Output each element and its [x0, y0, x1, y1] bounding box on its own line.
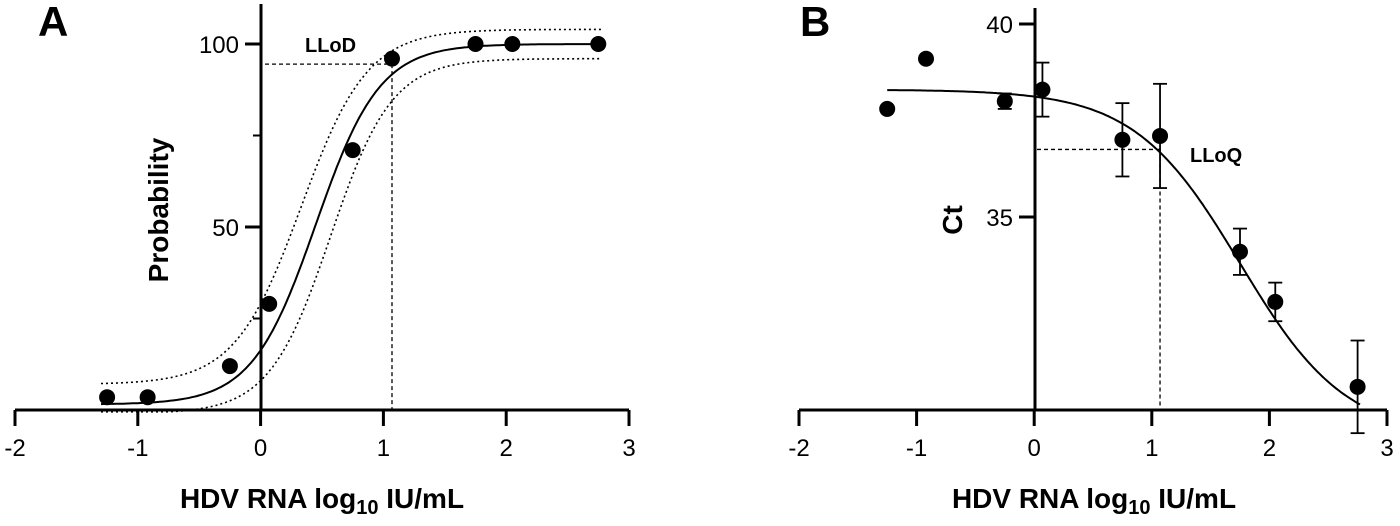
panel-a-x-title-sub: 10 — [356, 497, 378, 519]
panel-a-y-tick-label: 50 — [212, 215, 239, 242]
panel-a-x-tick-label: 1 — [377, 435, 390, 462]
panel-a-x-title-tail: IU/mL — [378, 483, 464, 514]
panel-b-fit-curve — [887, 89, 1361, 406]
panel-b-x-tick-label: 3 — [1380, 435, 1393, 462]
panel-b-x-tick-label: -1 — [906, 435, 927, 462]
panel-a-letter: A — [38, 0, 68, 45]
panel-a-lower-ci-band — [101, 57, 602, 413]
panel-b-y-tick-label: 35 — [986, 205, 1013, 232]
panel-b-lloq-label: LLoQ — [1190, 145, 1242, 167]
panel-a-data-point — [467, 36, 484, 52]
panel-b-chart: Ct HDV RNA log10 IU/mL LLoQ -2 -1 0 1 2 3 35 40 — [788, 8, 1394, 519]
panel-a-data-point — [221, 358, 238, 375]
panel-a-data-point — [261, 295, 278, 312]
panel-a-x-tick-label: 3 — [622, 435, 635, 462]
panel-b-data-point — [1114, 131, 1131, 148]
panel-a-chart: Probability HDV RNA log10 IU/mL LLoD -2-… — [4, 4, 636, 519]
panel-a-x-axis-title: HDV RNA log10 IU/mL — [180, 483, 464, 519]
panel-a-upper-ci-band — [101, 28, 602, 385]
panel-b-x-tick-label: 0 — [1028, 435, 1041, 462]
panel-a-x-title-main: HDV RNA log — [180, 483, 356, 514]
panel-a-data-point — [504, 36, 521, 52]
panel-b-x-tick-label: 2 — [1263, 435, 1276, 462]
panel-a-x-tick-label: -2 — [4, 435, 25, 462]
panel-a-llod-label: LLoD — [305, 35, 356, 57]
panel-b-y-tick-label: 40 — [986, 12, 1013, 39]
panel-b-x-title-main: HDV RNA log — [952, 483, 1128, 514]
panel-a-data-point — [590, 36, 607, 52]
panel-a-y-axis-title: Probability — [143, 137, 174, 282]
panel-a-x-tick-label: 0 — [254, 435, 267, 462]
panel-b-data-point — [1152, 127, 1169, 144]
panel-a-y-tick-label: 100 — [199, 32, 239, 59]
panel-a-data-point — [383, 50, 400, 67]
panel-b-data-point — [918, 50, 935, 67]
panel-a-x-tick-label: 2 — [500, 435, 513, 462]
panel-b-data-point — [1034, 81, 1051, 98]
panel-b-x-title-sub: 10 — [1128, 497, 1150, 519]
panel-a-data-point — [344, 142, 361, 159]
panel-b-data-point — [1349, 378, 1366, 395]
panel-a-x-tick-label: -1 — [127, 435, 148, 462]
panel-a-data-point — [139, 389, 156, 406]
panel-b-data-point — [1267, 293, 1284, 310]
panel-b-data-point — [996, 93, 1013, 110]
panel-b-x-tick-label: -2 — [788, 435, 809, 462]
panel-b-y-axis-title: Ct — [937, 205, 968, 235]
panel-b-x-tick-label: 1 — [1145, 435, 1158, 462]
panel-b-data-point — [879, 100, 896, 117]
panel-b-letter: B — [800, 0, 830, 45]
panel-b-x-title-tail: IU/mL — [1150, 483, 1236, 514]
panel-a-fit-curve — [100, 43, 602, 406]
panel-b-x-axis-title: HDV RNA log10 IU/mL — [952, 483, 1236, 519]
panel-a-data-point — [99, 389, 116, 406]
panel-b-data-point — [1232, 243, 1248, 260]
